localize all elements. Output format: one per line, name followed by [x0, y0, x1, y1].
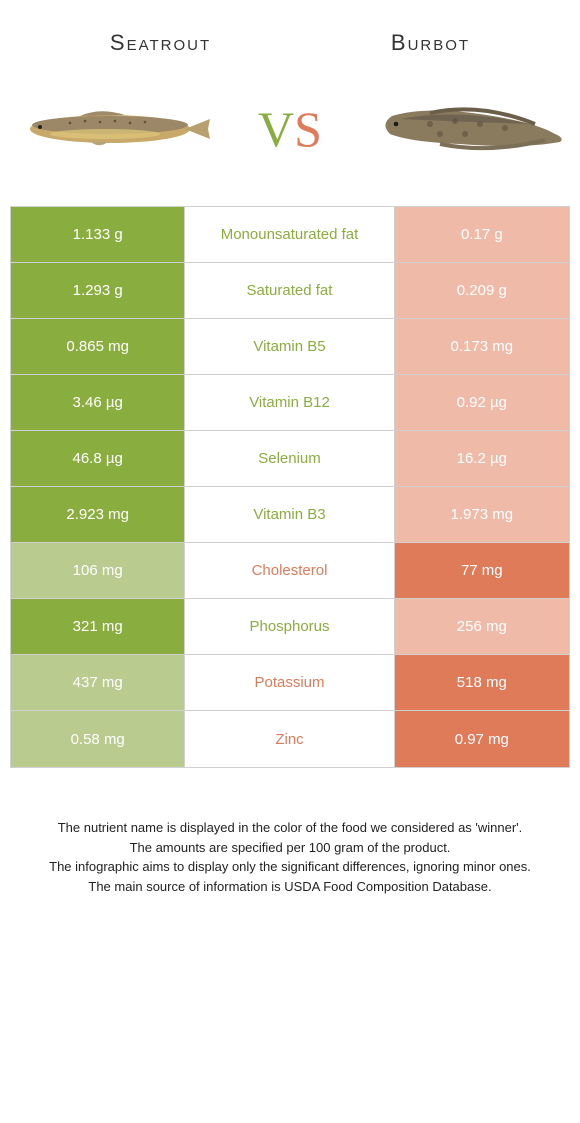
value-right: 0.173 mg	[395, 319, 569, 374]
value-left: 46.8 µg	[11, 431, 185, 486]
value-left: 1.293 g	[11, 263, 185, 318]
comparison-table: 1.133 gMonounsaturated fat0.17 g1.293 gS…	[10, 206, 570, 768]
table-row: 321 mgPhosphorus256 mg	[11, 599, 569, 655]
nutrient-name: Cholesterol	[185, 543, 394, 598]
nutrient-name: Selenium	[185, 431, 394, 486]
footer-line: The nutrient name is displayed in the co…	[20, 818, 560, 838]
nutrient-name: Phosphorus	[185, 599, 394, 654]
table-row: 437 mgPotassium518 mg	[11, 655, 569, 711]
nutrient-name: Vitamin B5	[185, 319, 394, 374]
table-row: 2.923 mgVitamin B31.973 mg	[11, 487, 569, 543]
nutrient-name: Potassium	[185, 655, 394, 710]
header: Seatrout Burbot	[0, 0, 580, 66]
vs-label: VS	[258, 100, 322, 158]
value-right: 256 mg	[395, 599, 569, 654]
value-left: 2.923 mg	[11, 487, 185, 542]
table-row: 1.293 gSaturated fat0.209 g	[11, 263, 569, 319]
footer-line: The main source of information is USDA F…	[20, 877, 560, 897]
image-row: VS	[0, 66, 580, 206]
value-right: 0.92 µg	[395, 375, 569, 430]
value-right: 0.97 mg	[395, 711, 569, 767]
footer-notes: The nutrient name is displayed in the co…	[0, 768, 580, 896]
title-right: Burbot	[391, 30, 470, 56]
footer-line: The amounts are specified per 100 gram o…	[20, 838, 560, 858]
value-left: 437 mg	[11, 655, 185, 710]
burbot-image	[370, 89, 570, 169]
value-right: 16.2 µg	[395, 431, 569, 486]
seatrout-image	[10, 89, 210, 169]
value-right: 0.209 g	[395, 263, 569, 318]
value-right: 518 mg	[395, 655, 569, 710]
nutrient-name: Zinc	[185, 711, 394, 767]
table-row: 3.46 µgVitamin B120.92 µg	[11, 375, 569, 431]
value-left: 3.46 µg	[11, 375, 185, 430]
table-row: 106 mgCholesterol77 mg	[11, 543, 569, 599]
nutrient-name: Saturated fat	[185, 263, 394, 318]
footer-line: The infographic aims to display only the…	[20, 857, 560, 877]
value-left: 0.865 mg	[11, 319, 185, 374]
vs-s: S	[294, 101, 322, 157]
table-row: 46.8 µgSelenium16.2 µg	[11, 431, 569, 487]
value-left: 1.133 g	[11, 207, 185, 262]
value-right: 0.17 g	[395, 207, 569, 262]
table-row: 1.133 gMonounsaturated fat0.17 g	[11, 207, 569, 263]
value-left: 321 mg	[11, 599, 185, 654]
nutrient-name: Monounsaturated fat	[185, 207, 394, 262]
vs-v: V	[258, 101, 294, 157]
table-row: 0.865 mgVitamin B50.173 mg	[11, 319, 569, 375]
value-left: 0.58 mg	[11, 711, 185, 767]
value-right: 77 mg	[395, 543, 569, 598]
title-left: Seatrout	[110, 30, 211, 56]
nutrient-name: Vitamin B3	[185, 487, 394, 542]
table-row: 0.58 mgZinc0.97 mg	[11, 711, 569, 767]
value-right: 1.973 mg	[395, 487, 569, 542]
nutrient-name: Vitamin B12	[185, 375, 394, 430]
value-left: 106 mg	[11, 543, 185, 598]
